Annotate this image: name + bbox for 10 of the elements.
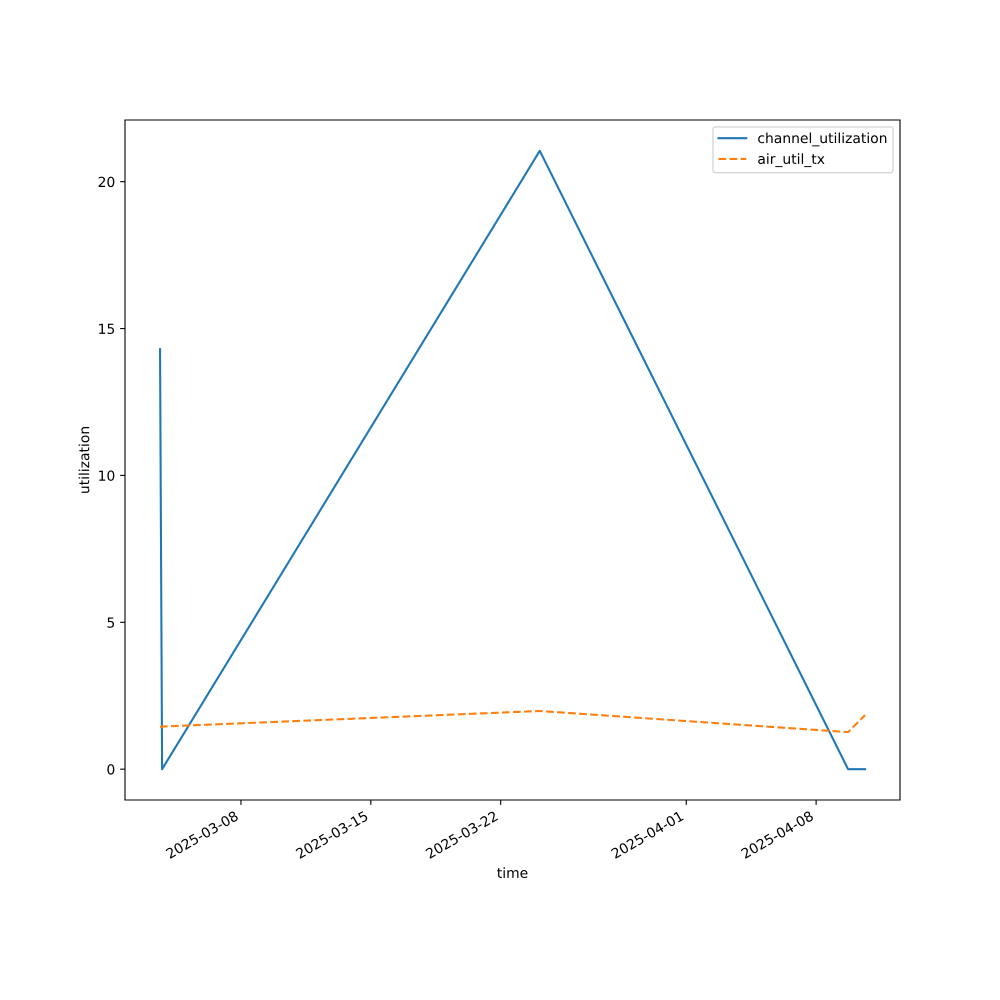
y-tick-label: 0 <box>107 764 114 775</box>
y-tick-label: 5 <box>108 617 114 628</box>
y-tick-label: 10 <box>99 470 114 481</box>
legend-label: air_util_tx <box>758 153 825 168</box>
legend-label: channel_utilization <box>758 132 886 146</box>
x-axis-title: time <box>497 867 528 878</box>
y-tick-label: 20 <box>98 176 114 188</box>
y-axis-title: utilization <box>78 427 90 493</box>
line-series <box>159 710 866 734</box>
y-tick-label: 15 <box>99 324 114 334</box>
